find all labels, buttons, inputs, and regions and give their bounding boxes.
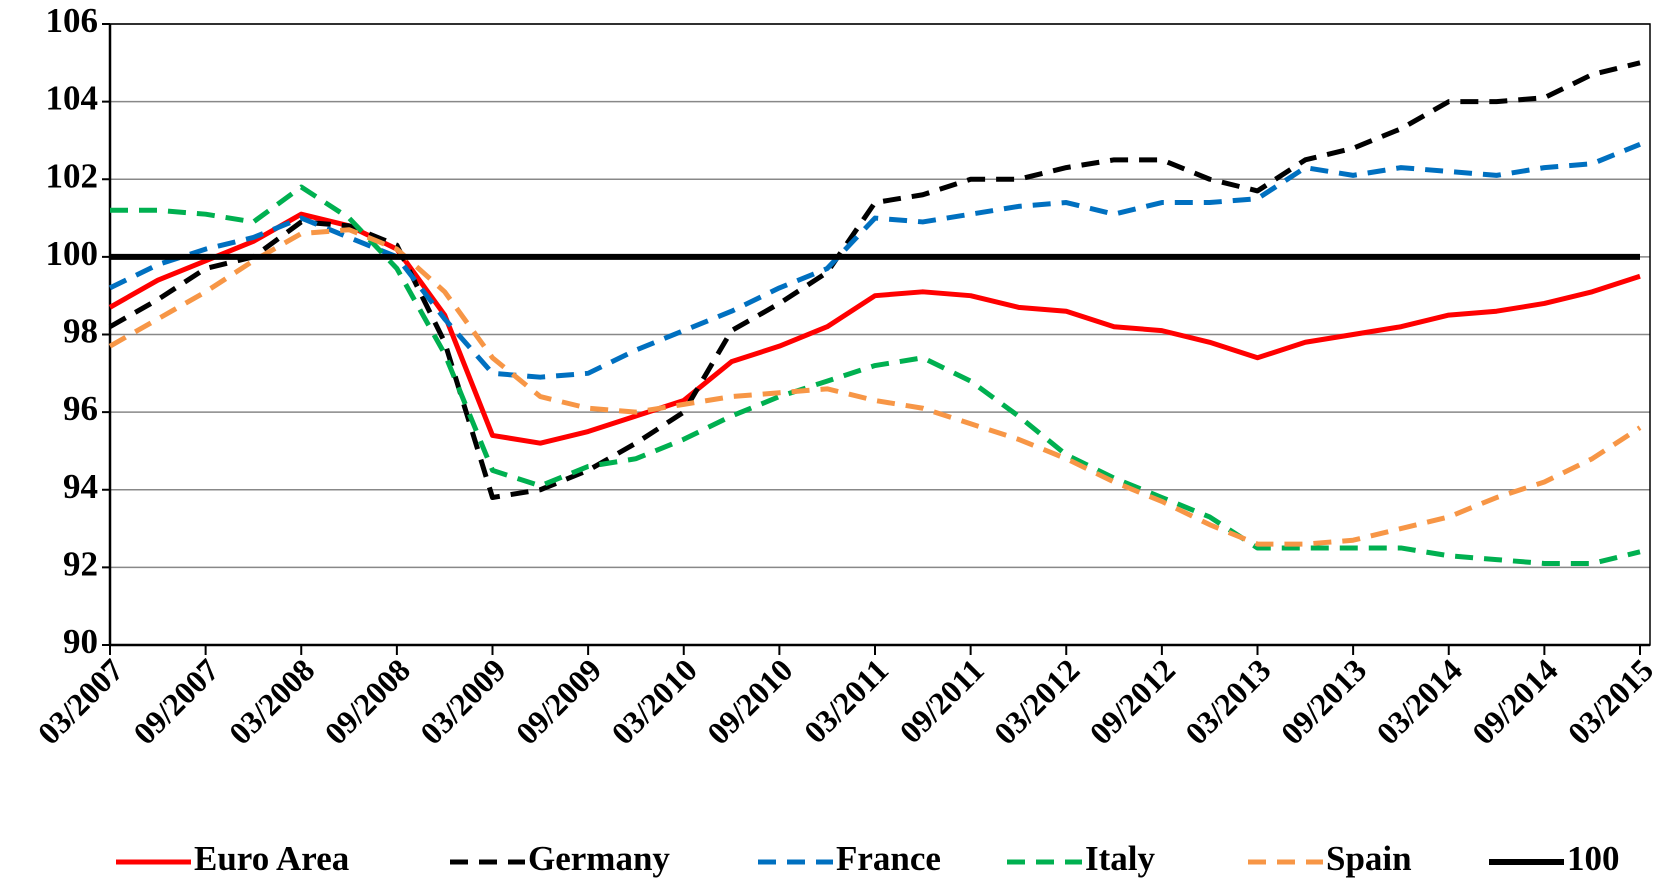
y-tick-label: 100	[46, 234, 99, 273]
series-line	[108, 142, 1641, 380]
legend-label: Spain	[1326, 839, 1412, 878]
y-tick-label: 104	[46, 79, 99, 118]
x-tick-label: 03/2012	[987, 652, 1087, 752]
legend-label: Italy	[1085, 839, 1156, 878]
y-tick-label: 102	[46, 156, 99, 195]
x-tick-label: 03/2007	[31, 652, 131, 752]
x-tick-label: 09/2012	[1082, 652, 1182, 752]
y-tick-label: 106	[46, 1, 99, 40]
y-tick-label: 92	[63, 544, 98, 583]
x-tick-label: 03/2015	[1561, 652, 1661, 752]
x-tick-label: 09/2011	[892, 652, 990, 750]
x-tick-label: 03/2011	[797, 652, 895, 750]
series-line	[108, 227, 1642, 547]
x-tick-label: 03/2009	[413, 652, 513, 752]
x-tick-label: 03/2010	[604, 652, 704, 752]
y-tick-label: 96	[63, 389, 98, 428]
x-tick-label: 09/2008	[317, 652, 417, 752]
x-tick-label: 09/2009	[509, 652, 609, 752]
series-line	[108, 60, 1641, 501]
series-line	[108, 211, 1641, 446]
y-tick-label: 98	[63, 312, 98, 351]
y-tick-label: 90	[63, 622, 98, 661]
legend-label: Euro Area	[194, 839, 349, 878]
series-line	[110, 184, 1641, 566]
x-tick-label: 09/2007	[126, 652, 226, 752]
legend-label: 100	[1567, 839, 1620, 878]
x-tick-label: 09/2013	[1274, 652, 1374, 752]
x-tick-label: 03/2008	[222, 652, 322, 752]
x-tick-label: 03/2014	[1369, 652, 1469, 752]
y-tick-label: 94	[63, 467, 98, 506]
x-tick-label: 03/2013	[1178, 652, 1278, 752]
legend-label: France	[836, 839, 941, 878]
legend-label: Germany	[528, 839, 670, 878]
x-tick-label: 09/2014	[1465, 652, 1565, 752]
x-tick-label: 09/2010	[700, 652, 800, 752]
